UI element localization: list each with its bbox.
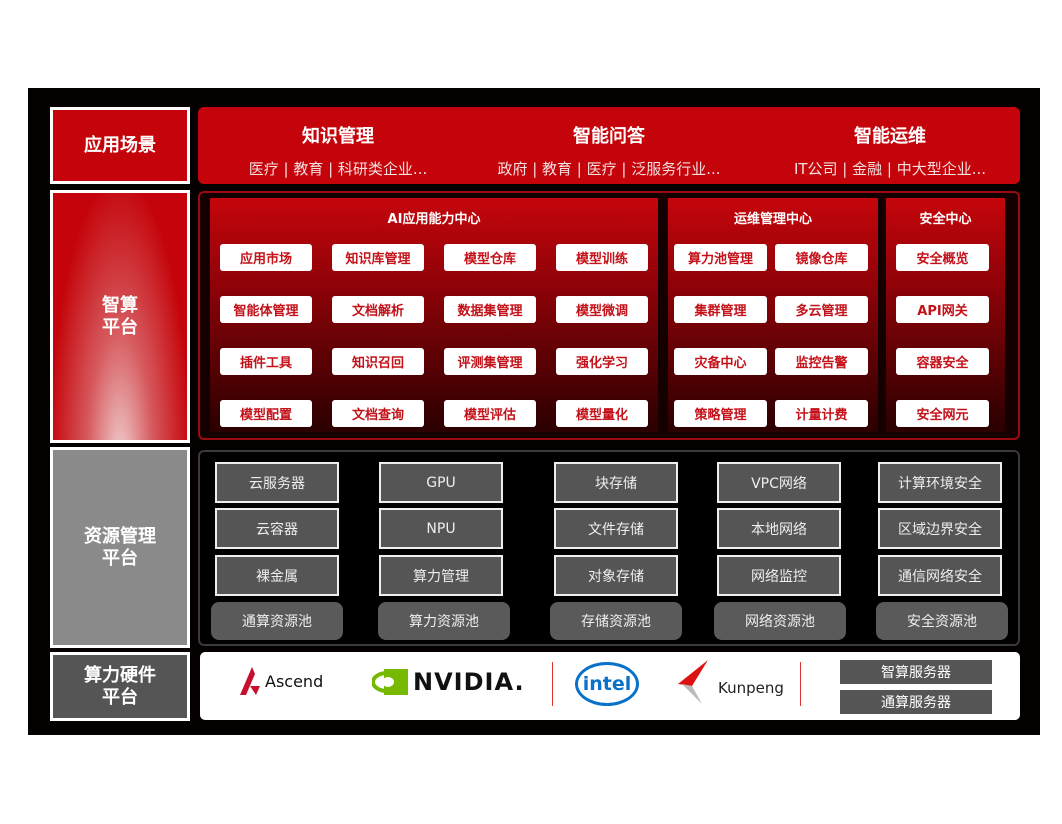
scenario-ops: 智能运维 IT公司 | 金融 | 中大型企业... bbox=[753, 107, 1027, 179]
scenario-title: 智能问答 bbox=[573, 126, 645, 147]
resource-item[interactable]: 网络监控 bbox=[717, 555, 841, 596]
module-button[interactable]: 插件工具 bbox=[220, 348, 312, 375]
resource-item[interactable]: 通信网络安全 bbox=[878, 555, 1002, 596]
security-center-title: 安全中心 bbox=[919, 212, 972, 227]
module-button[interactable]: 灾备中心 bbox=[674, 348, 767, 375]
ascend-logo-text: Ascend bbox=[265, 671, 324, 691]
nvidia-logo: NVIDIA. bbox=[372, 668, 525, 696]
resource-item[interactable]: 算力管理 bbox=[379, 555, 503, 596]
module-button[interactable]: 算力池管理 bbox=[674, 244, 767, 271]
module-button[interactable]: 智能体管理 bbox=[220, 296, 312, 323]
module-button[interactable]: 知识召回 bbox=[332, 348, 424, 375]
module-button[interactable]: 模型训练 bbox=[556, 244, 648, 271]
module-button[interactable]: 评测集管理 bbox=[444, 348, 536, 375]
resource-item[interactable]: 区域边界安全 bbox=[878, 508, 1002, 549]
security-center-panel: 安全中心安全概览 API网关容器安全安全网元 bbox=[886, 198, 1005, 432]
ai-center-panel: AI应用能力中心 应用市场 知识库管理 模型仓库 模型训练 智能体管理 文档解析 数据集管理模… bbox=[210, 198, 658, 432]
scenario-industries: 医疗 | 教育 | 科研类企业... bbox=[248, 160, 428, 178]
resource-pool[interactable]: 算力资源池 bbox=[378, 602, 510, 640]
resource-item[interactable]: 本地网络 bbox=[717, 508, 841, 549]
layer-label-smart-platform: 智算 平台 bbox=[50, 190, 190, 443]
resource-item[interactable]: 块存储 bbox=[554, 462, 678, 503]
module-button[interactable]: 集群管理 bbox=[674, 296, 767, 323]
module-button[interactable]: 应用市场 bbox=[220, 244, 312, 271]
divider bbox=[800, 662, 801, 706]
module-button[interactable]: API网关 bbox=[896, 296, 989, 323]
module-button[interactable]: 文档查询 bbox=[332, 400, 424, 427]
module-button[interactable]: 安全网元 bbox=[896, 400, 989, 427]
layer-label-scenario: 应用场景 bbox=[50, 107, 190, 184]
ops-center-panel: 运维管理中心算力池管理 镜像仓库 集群管理 多云管理 灾备中心 监控告警 策略管理 计量计费 bbox=[668, 198, 878, 432]
layer-label-hardware-platform: 算力硬件 平台 bbox=[50, 652, 190, 721]
resource-item[interactable]: VPC网络 bbox=[717, 462, 841, 503]
scenario-banner: 知识管理医疗 | 教育 | 科研类企业... 智能问答政府 | 教育 | 医疗 … bbox=[198, 107, 1020, 184]
resource-item[interactable]: 云容器 bbox=[215, 508, 339, 549]
module-button[interactable]: 策略管理 bbox=[674, 400, 767, 427]
module-button[interactable]: 数据集管理 bbox=[444, 296, 536, 323]
resource-item[interactable]: 文件存储 bbox=[554, 508, 678, 549]
ops-center-title: 运维管理中心 bbox=[733, 212, 812, 227]
module-button[interactable]: 模型微调 bbox=[556, 296, 648, 323]
layer-label-resource-platform: 资源管理 平台 bbox=[50, 447, 190, 648]
module-button[interactable]: 模型配置 bbox=[220, 400, 312, 427]
module-button[interactable]: 模型仓库 bbox=[444, 244, 536, 271]
resource-item[interactable]: GPU bbox=[379, 462, 503, 503]
kunpeng-logo-text: Kunpeng bbox=[718, 679, 784, 697]
divider bbox=[552, 662, 553, 706]
kunpeng-logo: Kunpeng bbox=[678, 660, 784, 704]
module-button[interactable]: 模型评估 bbox=[444, 400, 536, 427]
module-button[interactable]: 模型量化 bbox=[556, 400, 648, 427]
resource-pool[interactable]: 通算资源池 bbox=[211, 602, 343, 640]
nvidia-eye-icon bbox=[372, 669, 408, 695]
scenario-title: 知识管理 bbox=[302, 126, 374, 147]
scenario-qa: 智能问答政府 | 教育 | 医疗 | 泛服务行业... bbox=[472, 107, 746, 179]
module-button[interactable]: 监控告警 bbox=[775, 348, 868, 375]
scenario-industries: 政府 | 教育 | 医疗 | 泛服务行业... bbox=[497, 160, 721, 178]
kunpeng-bird-icon bbox=[678, 660, 708, 704]
ai-center-title: AI应用能力中心 bbox=[387, 212, 481, 227]
nvidia-logo-text: NVIDIA. bbox=[413, 668, 525, 696]
module-button[interactable]: 强化学习 bbox=[556, 348, 648, 375]
resource-pool[interactable]: 网络资源池 bbox=[714, 602, 846, 640]
module-button[interactable]: 文档解析 bbox=[332, 296, 424, 323]
module-button[interactable]: 知识库管理 bbox=[332, 244, 424, 271]
scenario-industries: IT公司 | 金融 | 中大型企业... bbox=[793, 160, 987, 178]
resource-item[interactable]: 对象存储 bbox=[554, 555, 678, 596]
module-button[interactable]: 安全概览 bbox=[896, 244, 989, 271]
resource-item[interactable]: 裸金属 bbox=[215, 555, 339, 596]
intel-logo: intel bbox=[575, 662, 639, 706]
resource-pool[interactable]: 安全资源池 bbox=[876, 602, 1008, 640]
module-button[interactable]: 计量计费 bbox=[775, 400, 868, 427]
intel-logo-text: intel bbox=[582, 673, 632, 695]
resource-pool[interactable]: 存储资源池 bbox=[550, 602, 682, 640]
ascend-logo: Ascend bbox=[238, 666, 323, 696]
general-server-badge: 通算服务器 bbox=[840, 690, 992, 714]
module-button[interactable]: 容器安全 bbox=[896, 348, 989, 375]
hardware-bar: Ascend NVIDIA. intel Kunpeng 智算服务器 通算服务器 bbox=[200, 652, 1020, 720]
module-button[interactable]: 镜像仓库 bbox=[775, 244, 868, 271]
resource-item[interactable]: NPU bbox=[379, 508, 503, 549]
smart-server-badge: 智算服务器 bbox=[840, 660, 992, 684]
resource-item[interactable]: 计算环境安全 bbox=[878, 462, 1002, 503]
ascend-icon bbox=[240, 667, 260, 695]
scenario-knowledge: 知识管理医疗 | 教育 | 科研类企业... bbox=[201, 107, 475, 179]
resource-item[interactable]: 云服务器 bbox=[215, 462, 339, 503]
scenario-title: 智能运维 bbox=[854, 126, 926, 147]
module-button[interactable]: 多云管理 bbox=[775, 296, 868, 323]
